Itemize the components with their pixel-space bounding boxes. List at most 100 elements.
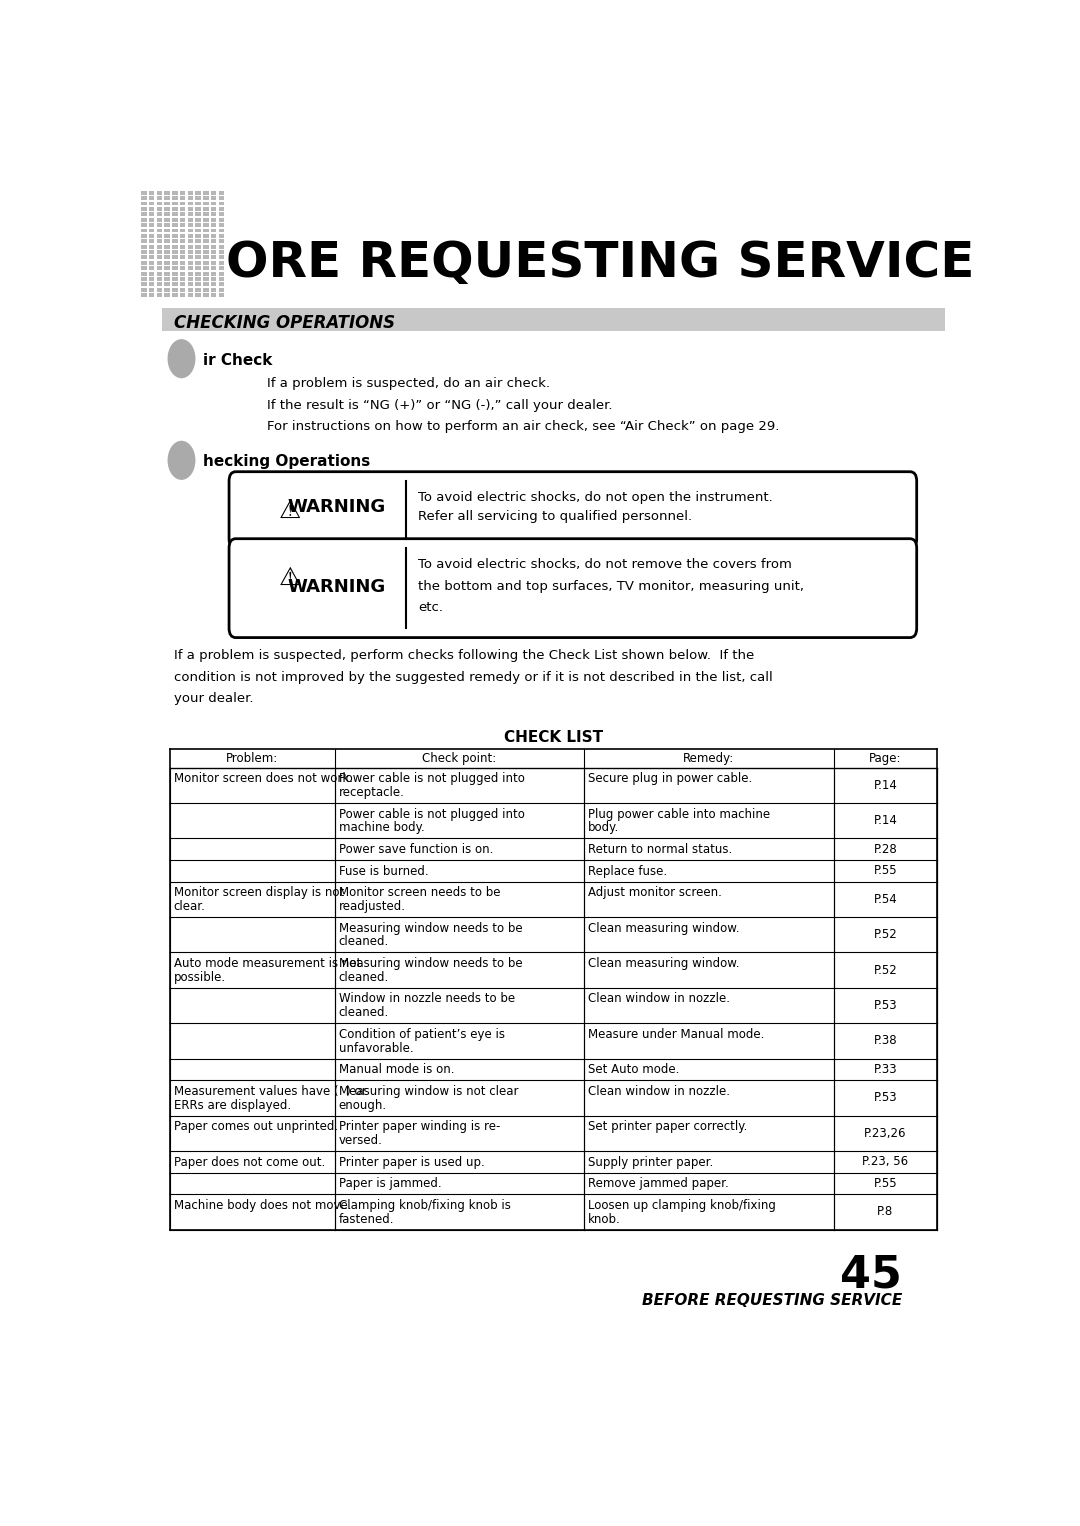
Text: condition is not improved by the suggested remedy or if it is not described in t: condition is not improved by the suggest…: [174, 670, 772, 684]
Bar: [164, 250, 170, 253]
Bar: [180, 272, 186, 276]
Bar: [164, 229, 170, 232]
Bar: [157, 261, 162, 264]
Text: Clamping knob/fixing knob is: Clamping knob/fixing knob is: [339, 1199, 511, 1212]
Bar: [188, 208, 193, 211]
Bar: [211, 282, 216, 287]
Text: ⚠: ⚠: [279, 499, 301, 523]
Bar: [172, 250, 177, 253]
Bar: [141, 223, 147, 227]
Text: Clean window in nozzle.: Clean window in nozzle.: [589, 1085, 730, 1097]
Text: CHECK LIST: CHECK LIST: [504, 729, 603, 745]
Bar: [164, 272, 170, 276]
Text: enough.: enough.: [339, 1099, 387, 1111]
Bar: [203, 212, 208, 217]
Bar: [172, 288, 177, 291]
Bar: [164, 208, 170, 211]
Bar: [203, 233, 208, 238]
Bar: [141, 282, 147, 287]
Bar: [172, 218, 177, 221]
Bar: [218, 191, 225, 195]
Bar: [164, 191, 170, 195]
Bar: [188, 272, 193, 276]
Bar: [172, 266, 177, 270]
Bar: [141, 240, 147, 243]
Text: P.52: P.52: [874, 928, 897, 942]
Bar: [195, 250, 201, 253]
Text: 45: 45: [840, 1253, 902, 1297]
Bar: [172, 191, 177, 195]
Bar: [211, 288, 216, 291]
Bar: [195, 282, 201, 287]
Text: P.53: P.53: [874, 1091, 897, 1105]
Text: Power cable is not plugged into: Power cable is not plugged into: [339, 772, 525, 786]
Text: If a problem is suspected, do an air check.: If a problem is suspected, do an air che…: [267, 377, 550, 391]
Bar: [203, 272, 208, 276]
Bar: [172, 244, 177, 249]
Bar: [149, 288, 154, 291]
Bar: [141, 288, 147, 291]
Text: To avoid electric shocks, do not open the instrument.: To avoid electric shocks, do not open th…: [418, 491, 772, 504]
Bar: [180, 197, 186, 200]
Text: Machine body does not move.: Machine body does not move.: [174, 1199, 351, 1212]
Bar: [195, 212, 201, 217]
Bar: [157, 208, 162, 211]
Bar: [211, 218, 216, 221]
Text: CHECKING OPERATIONS: CHECKING OPERATIONS: [174, 314, 395, 333]
Bar: [164, 223, 170, 227]
Bar: [188, 244, 193, 249]
Bar: [172, 293, 177, 298]
Text: P.8: P.8: [877, 1206, 893, 1218]
Bar: [203, 278, 208, 281]
Bar: [180, 212, 186, 217]
Bar: [218, 233, 225, 238]
Text: ORE REQUESTING SERVICE: ORE REQUESTING SERVICE: [227, 238, 975, 287]
Bar: [211, 250, 216, 253]
Bar: [211, 255, 216, 259]
Bar: [172, 272, 177, 276]
Bar: [203, 293, 208, 298]
Bar: [162, 308, 945, 331]
Bar: [188, 233, 193, 238]
Text: P.23,26: P.23,26: [864, 1126, 906, 1140]
Bar: [164, 278, 170, 281]
Bar: [188, 255, 193, 259]
Bar: [218, 223, 225, 227]
Bar: [164, 288, 170, 291]
Bar: [141, 261, 147, 264]
Bar: [149, 266, 154, 270]
Text: Adjust monitor screen.: Adjust monitor screen.: [589, 887, 721, 899]
Text: the bottom and top surfaces, TV monitor, measuring unit,: the bottom and top surfaces, TV monitor,…: [418, 580, 804, 592]
Bar: [164, 233, 170, 238]
Bar: [203, 282, 208, 287]
Text: Refer all servicing to qualified personnel.: Refer all servicing to qualified personn…: [418, 510, 692, 523]
Bar: [149, 272, 154, 276]
Text: Check point:: Check point:: [422, 752, 497, 765]
Text: Power save function is on.: Power save function is on.: [339, 842, 494, 856]
Bar: [157, 272, 162, 276]
Bar: [157, 255, 162, 259]
Text: P.14: P.14: [874, 815, 897, 827]
Bar: [164, 240, 170, 243]
Bar: [218, 282, 225, 287]
Bar: [218, 255, 225, 259]
Bar: [203, 208, 208, 211]
Circle shape: [167, 339, 195, 378]
FancyBboxPatch shape: [229, 472, 917, 548]
Bar: [218, 244, 225, 249]
Bar: [149, 233, 154, 238]
Bar: [180, 288, 186, 291]
Text: etc.: etc.: [418, 601, 443, 615]
Bar: [149, 201, 154, 206]
Bar: [141, 201, 147, 206]
Text: unfavorable.: unfavorable.: [339, 1042, 414, 1054]
Bar: [195, 233, 201, 238]
Text: P.38: P.38: [874, 1035, 897, 1047]
Bar: [172, 282, 177, 287]
Bar: [195, 244, 201, 249]
Text: fastened.: fastened.: [339, 1213, 394, 1225]
Bar: [141, 229, 147, 232]
Bar: [149, 212, 154, 217]
Text: If a problem is suspected, perform checks following the Check List shown below. : If a problem is suspected, perform check…: [174, 649, 754, 662]
Text: Remove jammed paper.: Remove jammed paper.: [589, 1177, 729, 1190]
